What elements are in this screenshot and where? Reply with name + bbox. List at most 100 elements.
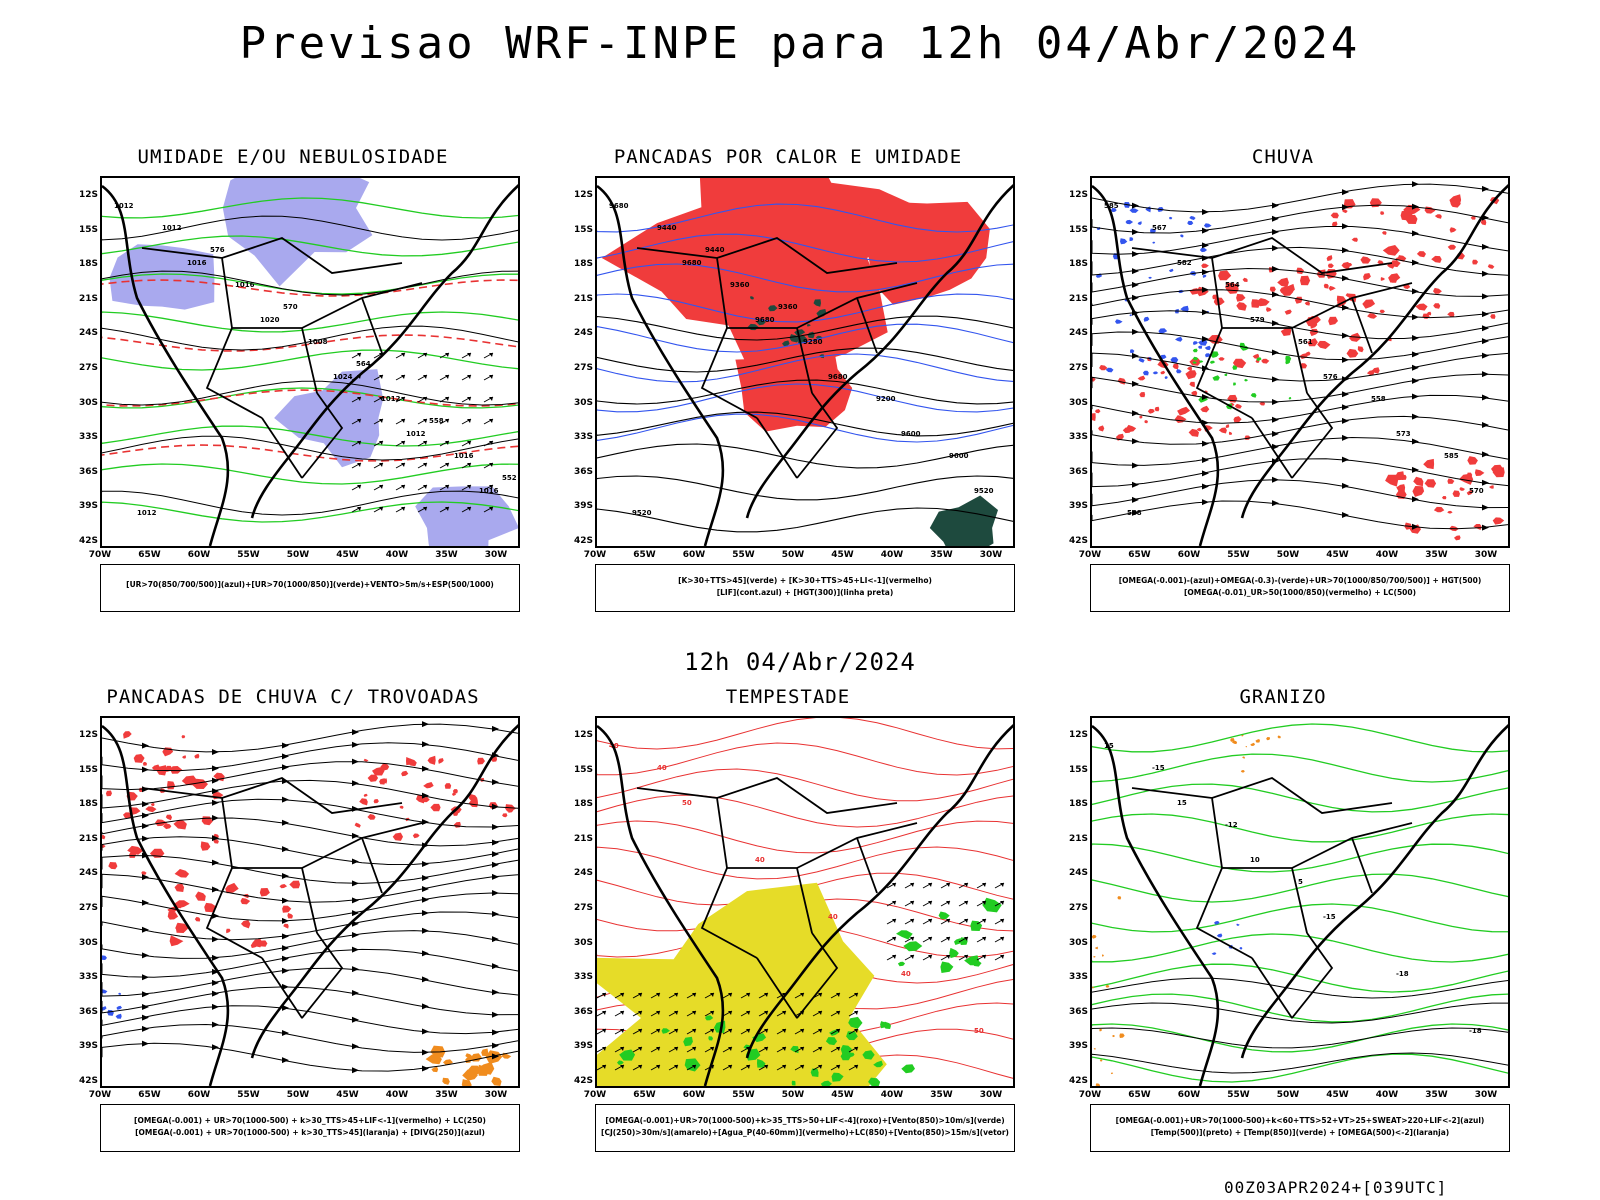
thunderstorm-area [102, 844, 106, 848]
contour-label: 9600 [949, 452, 969, 460]
omega-area [1187, 220, 1194, 225]
divergence-area [102, 955, 107, 960]
hail-area [1236, 923, 1240, 926]
latitude-tick-label: 27S [573, 903, 593, 913]
streamline-arrow [142, 926, 149, 933]
omega-500-area [1093, 955, 1096, 958]
wind-vector-head [964, 937, 968, 941]
rain-area [1427, 311, 1432, 316]
low-level-jet-area [982, 897, 1002, 913]
streamline-arrow [1342, 456, 1349, 463]
streamline-arrow [1482, 371, 1489, 378]
wind-vector-head [728, 993, 732, 997]
wind-vector-head [854, 1011, 858, 1015]
latitude-tick-label: 42S [78, 536, 98, 546]
lifted-index-contour [597, 383, 1013, 413]
streamline-arrow [1272, 376, 1279, 383]
thunderstorm-area [406, 758, 417, 767]
low-level-jet-area [896, 930, 913, 940]
map-frame: 15 15 10 -15 -18 -18 -15 -12 5 [1090, 716, 1510, 1088]
streamline-arrow [1272, 500, 1279, 507]
panel-title: PANCADAS DE CHUVA C/ TROVOADAS [106, 686, 480, 708]
contour-label: 9680 [755, 316, 775, 324]
shower-area [425, 1054, 442, 1065]
wind-vector-head [489, 463, 493, 467]
longitude-tick-label: 40W [880, 550, 904, 560]
longitude-tick-label: 65W [1128, 1090, 1151, 1100]
wind-vector-head [836, 1029, 840, 1033]
jet-stream-area [597, 882, 887, 1086]
wind-vector-head [892, 901, 896, 905]
streamline [1092, 204, 1508, 234]
contour-label: 10 [1250, 856, 1260, 864]
hail-area [1239, 947, 1243, 950]
thunderstorm-area [133, 754, 145, 763]
rain-area [1447, 311, 1455, 318]
wind-vector-head [910, 919, 914, 923]
temp-850-contour [1092, 873, 1508, 903]
rain-area [1227, 394, 1238, 403]
wind-vector-head [674, 1029, 678, 1033]
streamline-arrow [142, 874, 149, 881]
streamline-arrow [1272, 265, 1279, 272]
streamline-arrow [212, 815, 219, 822]
panel-legend: [OMEGA(-0.001)-(azul)+OMEGA(-0.3)-(verde… [1090, 564, 1510, 612]
streamline-arrow [1482, 451, 1489, 458]
low-level-jet-area [840, 1052, 852, 1061]
low-level-jet-area [752, 1033, 767, 1043]
wind-vector-head [818, 1065, 822, 1069]
omega-strong-area [1244, 378, 1248, 382]
contour-label: 40 [901, 970, 911, 978]
wind-vector-head [818, 993, 822, 997]
wind-vector-head [764, 1011, 768, 1015]
wind-vector-head [620, 1029, 624, 1033]
streamline-arrow [352, 946, 359, 953]
wind-vector-head [401, 441, 405, 445]
contour-label: -15 [1323, 913, 1336, 921]
streamline-arrow [142, 1040, 149, 1047]
latitude-tick-label: 30S [1068, 937, 1088, 948]
rain-area [1389, 277, 1397, 283]
streamline-arrow [492, 1029, 499, 1036]
latitude-tick-label: 21S [573, 293, 593, 304]
streamline-arrow [1202, 209, 1209, 215]
wind-vector-head [357, 441, 361, 445]
streamline-arrow [422, 860, 429, 867]
omega-500-area [1277, 735, 1281, 739]
latitude-tick-label: 15S [1068, 224, 1088, 235]
contour-label: 558 [429, 417, 444, 425]
streamline-arrow [1482, 311, 1489, 318]
contour-label: 1016 [479, 487, 499, 495]
contour-label: 9440 [705, 246, 725, 254]
shower-area [481, 1048, 489, 1057]
instability-area [807, 324, 811, 327]
rain-area [1326, 255, 1333, 262]
wind-vector-head [728, 1011, 732, 1015]
shower-area [491, 1076, 502, 1086]
pressure-contour [102, 490, 518, 516]
latitude-tick-label: 24S [78, 868, 98, 879]
streamline-arrow [1272, 229, 1279, 236]
thunderstorm-area [240, 898, 251, 905]
wind-vector-head [489, 353, 493, 357]
thunderstorm-area [201, 816, 213, 826]
low-level-jet-area [880, 1021, 887, 1029]
wind-vector-head [728, 1047, 732, 1051]
thunderstorm-area [165, 814, 172, 821]
streamline-arrow [1132, 202, 1139, 209]
legend-line: [OMEGA(-0.001) + UR>70(1000-500) + k>30_… [135, 1128, 485, 1137]
thunderstorm-area [145, 806, 157, 813]
contour-label: -18 [1469, 1027, 1482, 1035]
rain-area [1412, 486, 1425, 497]
streamline-arrow [422, 976, 429, 983]
thunderstorm-area [105, 790, 112, 797]
panel-title: PANCADAS POR CALOR E UMIDADE [613, 146, 963, 168]
thunderstorm-area [225, 882, 239, 894]
wind-vector-head [357, 397, 361, 401]
streamline-arrow [1272, 245, 1279, 252]
shower-area [471, 1053, 482, 1062]
wind-vector-head [910, 883, 914, 887]
wind-vector-head [401, 375, 405, 379]
contour-label: 1008 [308, 338, 328, 346]
streamline-arrow [142, 1014, 149, 1021]
